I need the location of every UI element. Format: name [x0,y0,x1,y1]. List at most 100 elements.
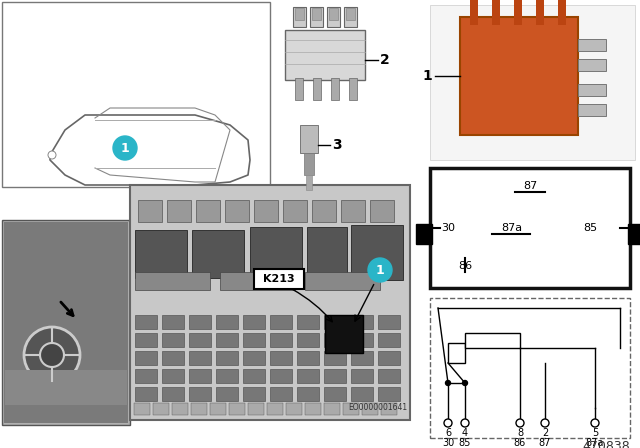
Text: 1: 1 [376,263,385,276]
Bar [2,2,270,187]
Bar [270,333,292,347]
Bar [243,315,265,329]
Circle shape [445,380,451,385]
Bar [189,315,211,329]
Bar [243,369,265,383]
Bar [192,230,244,278]
Bar [324,403,340,415]
Bar [189,387,211,401]
Bar [135,315,157,329]
Bar [304,153,314,175]
Bar [167,200,191,222]
Text: 87: 87 [523,181,537,191]
Circle shape [461,419,469,427]
Bar [492,0,500,25]
Bar [312,200,336,222]
Text: 2: 2 [380,53,390,67]
Text: 86: 86 [458,261,472,271]
Bar [297,351,319,365]
Circle shape [463,380,467,385]
Bar [329,8,338,20]
Text: 8: 8 [517,428,523,438]
Bar [306,175,312,190]
Bar [135,351,157,365]
Bar [243,387,265,401]
Bar [162,369,184,383]
Bar [312,8,321,20]
Bar [5,370,127,405]
Bar [243,333,265,347]
Bar [324,333,346,347]
Bar [225,200,249,222]
Bar [216,333,238,347]
Bar [465,333,520,348]
Bar [578,59,606,71]
Circle shape [40,343,64,367]
Bar [162,387,184,401]
Bar [162,351,184,365]
Bar [216,369,238,383]
Bar [536,0,544,25]
Text: 85: 85 [583,223,597,233]
Bar [297,369,319,383]
Circle shape [541,419,549,427]
Bar [351,315,373,329]
Bar [229,403,245,415]
Bar [286,403,302,415]
Bar [381,403,397,415]
Text: 87a: 87a [586,438,604,448]
Bar [270,315,292,329]
Bar [210,403,226,415]
Bar [162,333,184,347]
Bar [331,78,339,100]
Bar [297,315,319,329]
Bar [254,200,278,222]
Text: 85: 85 [459,438,471,448]
Bar [270,369,292,383]
Text: 3: 3 [332,138,342,152]
Bar [216,387,238,401]
Text: 5: 5 [592,428,598,438]
Bar [135,387,157,401]
Text: 4: 4 [462,428,468,438]
Bar [305,272,380,290]
Bar [324,315,346,329]
Circle shape [444,419,452,427]
Bar [327,7,340,27]
Bar [310,7,323,27]
Bar [378,387,400,401]
Bar [346,8,355,20]
Bar [220,272,295,290]
Bar [243,351,265,365]
Bar [189,351,211,365]
Bar [578,84,606,96]
Text: 6: 6 [445,428,451,438]
Circle shape [48,151,56,159]
Bar [191,403,207,415]
Bar [430,5,635,160]
Bar [378,333,400,347]
Bar [135,369,157,383]
FancyBboxPatch shape [254,269,304,289]
Bar [162,315,184,329]
Bar [283,200,307,222]
Bar [135,230,187,278]
Text: 30: 30 [442,438,454,448]
Bar [248,403,264,415]
Bar [324,351,346,365]
Bar [295,78,303,100]
Text: 30: 30 [441,223,455,233]
Circle shape [24,327,80,383]
Bar [189,333,211,347]
Bar [324,387,346,401]
Bar [416,224,432,244]
Bar [460,17,578,135]
Bar [4,222,128,423]
Bar [351,351,373,365]
Bar [307,227,347,279]
Bar [270,351,292,365]
Bar [351,333,373,347]
Bar [351,225,403,280]
Bar [578,104,606,116]
Bar [130,185,410,420]
